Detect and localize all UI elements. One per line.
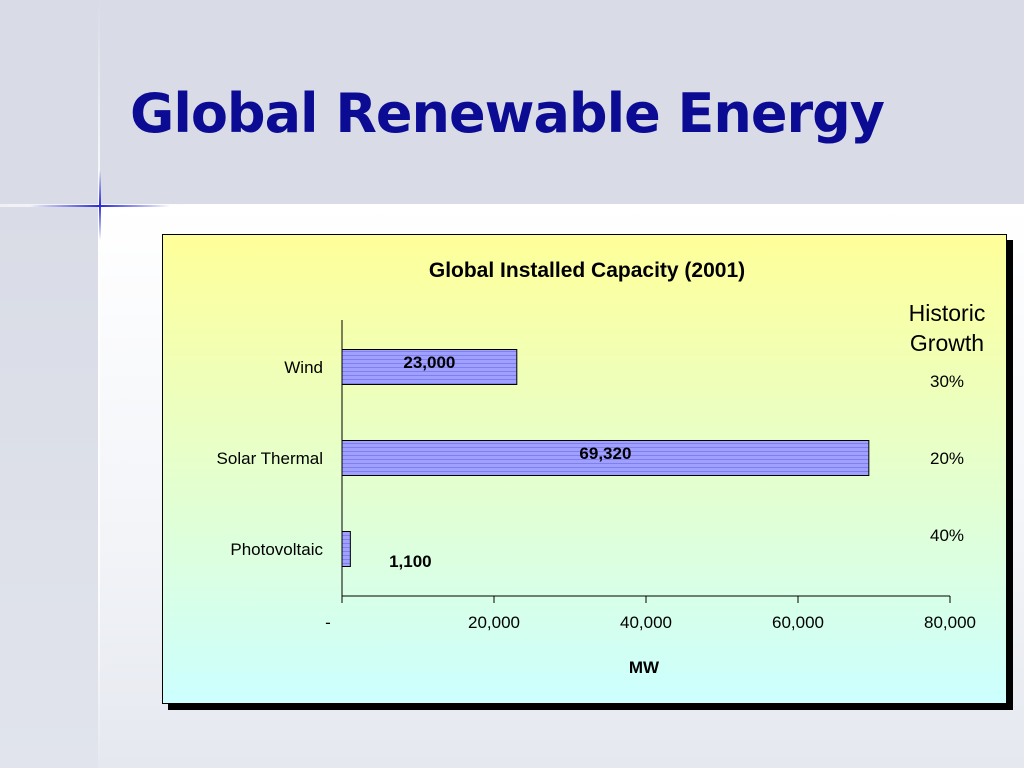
historic-growth-value: 40%	[930, 526, 964, 545]
bar	[341, 440, 870, 476]
chart-panel: Global Installed Capacity (2001) Histori…	[162, 234, 1007, 704]
data-label: 23,000	[403, 353, 455, 372]
x-tick-label: 20,000	[468, 613, 520, 632]
x-tick-label: 80,000	[924, 613, 976, 632]
slide-title: Global Renewable Energy	[130, 82, 885, 145]
data-label: 69,320	[579, 444, 631, 463]
bar	[341, 349, 518, 385]
bar-chart: Global Installed Capacity (2001) Histori…	[217, 259, 986, 677]
plot-area: - 20,000 40,000 60,000 80,000 Wind 23,000 Solar…	[217, 320, 976, 632]
decorative-cross-vertical	[99, 170, 101, 240]
category-label: Wind	[284, 358, 323, 377]
historic-growth-value: 20%	[930, 449, 964, 468]
slide-header-background	[0, 0, 1024, 205]
x-axis-label: MW	[629, 658, 660, 677]
decorative-horizontal-line	[0, 204, 1024, 207]
bar	[341, 531, 351, 567]
x-tick-label: 60,000	[772, 613, 824, 632]
x-tick-label: -	[325, 613, 331, 632]
decorative-vertical-line	[98, 0, 100, 768]
slide-left-band	[0, 205, 98, 768]
category-label: Solar Thermal	[217, 449, 323, 468]
historic-growth-heading-line2: Growth	[910, 330, 984, 356]
data-label: 1,100	[389, 552, 432, 571]
x-tick-label: 40,000	[620, 613, 672, 632]
chart-title: Global Installed Capacity (2001)	[429, 259, 745, 282]
historic-growth-heading-line1: Historic	[909, 300, 986, 326]
historic-growth-value: 30%	[930, 372, 964, 391]
category-label: Photovoltaic	[230, 540, 323, 559]
